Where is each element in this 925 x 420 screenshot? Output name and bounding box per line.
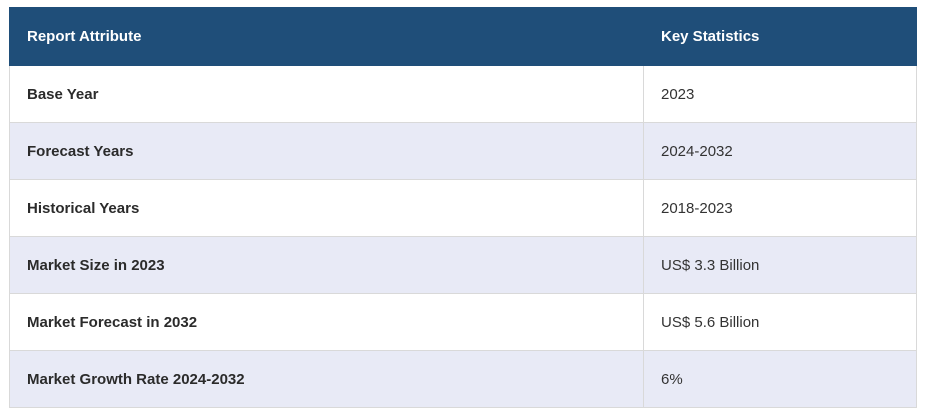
row-value: US$ 5.6 Billion [643, 293, 917, 351]
table-header: Report Attribute Key Statistics [9, 7, 917, 66]
row-attribute: Base Year [9, 65, 644, 123]
row-value: 6% [643, 350, 917, 408]
table-body: Base Year 2023 Forecast Years 2024-2032 … [9, 65, 917, 408]
header-row: Report Attribute Key Statistics [9, 7, 917, 66]
row-attribute: Market Forecast in 2032 [9, 293, 644, 351]
row-value: US$ 3.3 Billion [643, 236, 917, 294]
header-report-attribute: Report Attribute [9, 7, 644, 66]
row-value: 2018-2023 [643, 179, 917, 237]
row-attribute: Market Size in 2023 [9, 236, 644, 294]
row-value: 2023 [643, 65, 917, 123]
table-row: Base Year 2023 [9, 65, 917, 123]
table-row: Market Forecast in 2032 US$ 5.6 Billion [9, 293, 917, 351]
row-attribute: Historical Years [9, 179, 644, 237]
row-attribute: Forecast Years [9, 122, 644, 180]
report-table-container: Report Attribute Key Statistics Base Yea… [9, 7, 917, 408]
table-row: Forecast Years 2024-2032 [9, 122, 917, 180]
header-key-statistics: Key Statistics [643, 7, 917, 66]
row-attribute: Market Growth Rate 2024-2032 [9, 350, 644, 408]
table-row: Historical Years 2018-2023 [9, 179, 917, 237]
table-row: Market Size in 2023 US$ 3.3 Billion [9, 236, 917, 294]
report-attributes-table: Report Attribute Key Statistics Base Yea… [9, 7, 917, 408]
table-row: Market Growth Rate 2024-2032 6% [9, 350, 917, 408]
row-value: 2024-2032 [643, 122, 917, 180]
